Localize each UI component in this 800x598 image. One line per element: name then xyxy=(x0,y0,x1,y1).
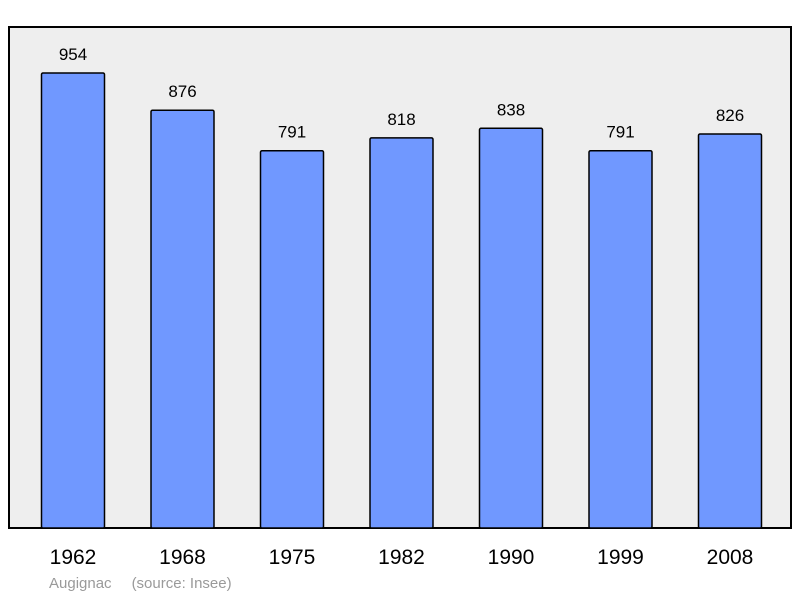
x-tick-label-2008: 2008 xyxy=(707,546,754,569)
value-label-1990: 838 xyxy=(497,100,525,119)
value-label-2008: 826 xyxy=(716,106,744,125)
bar-1962 xyxy=(40,72,106,529)
bars-group xyxy=(40,72,763,529)
value-label-1999: 791 xyxy=(606,123,634,142)
x-tick-labels-group: 1962 1968 1975 1982 1990 1999 2008 xyxy=(50,546,754,569)
value-label-1982: 818 xyxy=(387,110,415,129)
bar-1990 xyxy=(478,127,544,529)
caption-place: Augignac xyxy=(49,575,112,592)
bar-1999 xyxy=(588,149,653,529)
value-label-1968: 876 xyxy=(168,82,196,101)
value-label-1975: 791 xyxy=(278,123,306,142)
x-tick-label-1968: 1968 xyxy=(159,546,206,569)
x-tick-label-1982: 1982 xyxy=(378,546,425,569)
x-tick-label-1990: 1990 xyxy=(488,546,535,569)
value-labels-group: 954 876 791 818 838 791 826 xyxy=(59,45,744,142)
x-tick-label-1975: 1975 xyxy=(269,546,316,569)
bar-1982 xyxy=(369,137,434,529)
x-tick-label-1962: 1962 xyxy=(50,546,97,569)
caption-source: (source: Insee) xyxy=(131,575,232,592)
chart-caption: Augignac (source: Insee) xyxy=(49,575,232,592)
bar-1968 xyxy=(150,109,215,529)
value-label-1962: 954 xyxy=(59,45,87,64)
bar-1975 xyxy=(259,149,325,529)
x-tick-label-1999: 1999 xyxy=(597,546,644,569)
bar-2008 xyxy=(697,133,763,529)
